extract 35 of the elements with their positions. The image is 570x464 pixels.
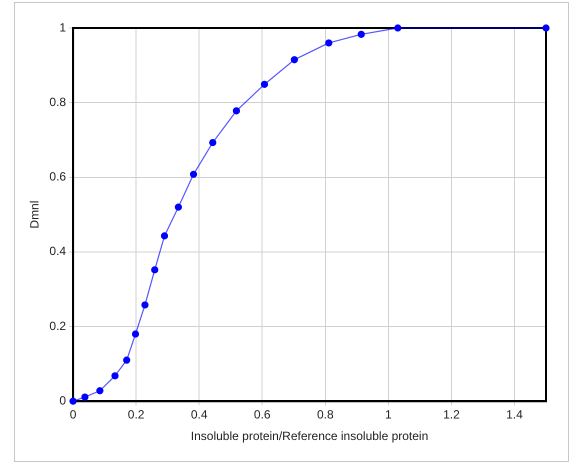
x-tick-label: 0.4 [190,408,208,422]
point [232,107,240,114]
point [209,138,216,146]
x-tick-label: 0.2 [128,408,145,422]
point [290,56,298,64]
point [123,356,130,364]
point [190,170,198,178]
point [151,266,158,274]
x-tick-label: 0.8 [316,408,334,422]
x-tick-label: 1.2 [443,408,460,422]
x-tick-label: 0.6 [254,408,271,422]
y-axis-title: Dmnl [28,200,42,229]
point [132,330,140,338]
point [325,39,332,47]
point [96,387,104,394]
x-tick-label: 1.4 [506,408,524,422]
y-tick-label: 0.2 [49,318,66,333]
point [69,398,77,405]
point [81,393,89,401]
point [111,372,119,380]
point [542,24,550,32]
x-tick-label: 0 [70,408,77,422]
point [141,301,149,309]
y-tick-label: 0.8 [49,94,66,109]
point [174,204,182,211]
point [160,232,168,240]
y-tick-label: 0.6 [49,170,66,184]
x-tick-label: 1 [385,408,392,422]
y-tick-label: 1 [59,20,66,34]
point [394,24,402,32]
y-tick-label: 0 [59,394,66,408]
y-tick-label: 0.4 [49,244,66,258]
point [260,80,268,88]
point [358,30,365,38]
x-axis-title: Insoluble protein/Reference insoluble protein [190,429,428,444]
